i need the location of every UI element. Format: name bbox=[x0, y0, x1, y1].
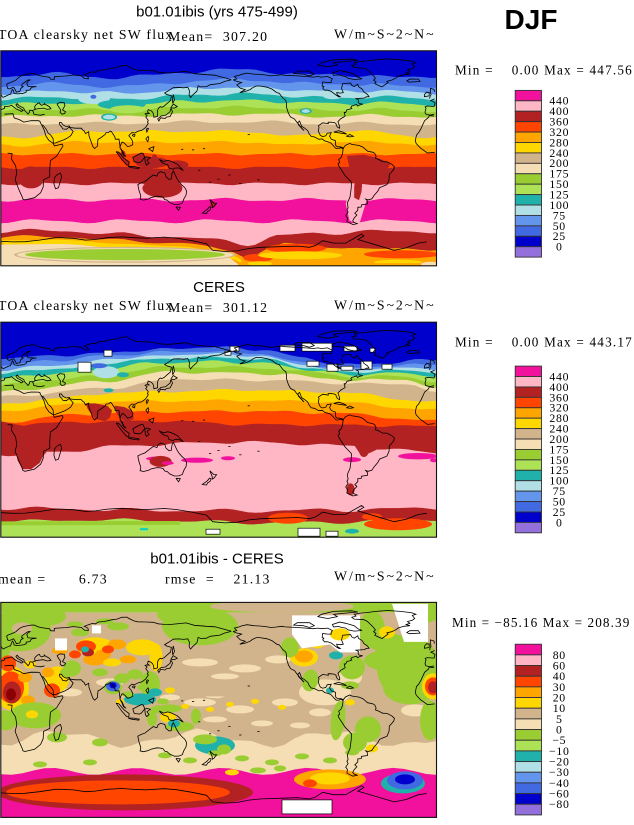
svg-text:400: 400 bbox=[549, 380, 569, 394]
svg-text:125: 125 bbox=[549, 463, 569, 477]
svg-text:b01.01ibis - CERES: b01.01ibis - CERES bbox=[150, 551, 283, 568]
svg-text:b01.01ibis (yrs 475-499): b01.01ibis (yrs 475-499) bbox=[136, 4, 298, 21]
svg-text:10: 10 bbox=[553, 701, 566, 715]
svg-text:0: 0 bbox=[556, 240, 563, 254]
svg-text:150: 150 bbox=[549, 177, 569, 191]
svg-text:50: 50 bbox=[553, 219, 566, 233]
svg-text:0: 0 bbox=[556, 515, 563, 529]
svg-text:−60: −60 bbox=[549, 787, 570, 801]
svg-text:150: 150 bbox=[549, 453, 569, 467]
svg-text:−40: −40 bbox=[549, 776, 570, 790]
svg-text:320: 320 bbox=[549, 125, 569, 139]
svg-text:W/m~S~2~N~: W/m~S~2~N~ bbox=[334, 569, 435, 584]
svg-text:360: 360 bbox=[549, 115, 569, 129]
svg-text:240: 240 bbox=[549, 146, 569, 160]
svg-text:CERES: CERES bbox=[193, 279, 245, 296]
svg-text:25: 25 bbox=[553, 505, 566, 519]
svg-text:W/m~S~2~N~: W/m~S~2~N~ bbox=[334, 298, 435, 313]
svg-text:−30: −30 bbox=[549, 765, 570, 779]
svg-text:Min = −85.16 Max = 208.39: Min = −85.16 Max = 208.39 bbox=[452, 615, 630, 630]
svg-text:200: 200 bbox=[549, 156, 569, 170]
svg-text:100: 100 bbox=[549, 474, 569, 488]
svg-text:−10: −10 bbox=[549, 744, 570, 758]
svg-text:20: 20 bbox=[553, 691, 566, 705]
svg-text:TOA clearsky net SW flux: TOA clearsky net SW flux bbox=[0, 298, 173, 313]
svg-text:280: 280 bbox=[549, 135, 569, 149]
svg-text:60: 60 bbox=[553, 658, 566, 672]
svg-text:DJF: DJF bbox=[505, 4, 558, 35]
svg-text:75: 75 bbox=[553, 208, 566, 222]
svg-text:80: 80 bbox=[553, 648, 566, 662]
svg-text:0: 0 bbox=[556, 723, 563, 737]
svg-text:W/m~S~2~N~: W/m~S~2~N~ bbox=[334, 27, 435, 42]
svg-text:Mean= 301.12: Mean= 301.12 bbox=[168, 300, 268, 315]
svg-text:100: 100 bbox=[549, 198, 569, 212]
svg-text:125: 125 bbox=[549, 188, 569, 202]
svg-text:175: 175 bbox=[549, 442, 569, 456]
svg-text:360: 360 bbox=[549, 390, 569, 404]
svg-text:5: 5 bbox=[556, 712, 563, 726]
svg-text:−80: −80 bbox=[549, 797, 570, 811]
svg-text:Min = 0.00 Max = 447.56: Min = 0.00 Max = 447.56 bbox=[455, 63, 633, 78]
svg-text:40: 40 bbox=[553, 669, 566, 683]
svg-text:TOA clearsky net SW flux: TOA clearsky net SW flux bbox=[0, 27, 173, 42]
svg-text:25: 25 bbox=[553, 229, 566, 243]
svg-text:Mean= 307.20: Mean= 307.20 bbox=[168, 29, 268, 44]
svg-text:mean = 6.73: mean = 6.73 bbox=[0, 572, 108, 587]
svg-text:−5: −5 bbox=[552, 733, 566, 747]
svg-text:rmse = 21.13: rmse = 21.13 bbox=[165, 572, 271, 587]
svg-text:Min = 0.00 Max = 443.17: Min = 0.00 Max = 443.17 bbox=[455, 335, 633, 350]
svg-text:280: 280 bbox=[549, 411, 569, 425]
svg-text:75: 75 bbox=[553, 484, 566, 498]
svg-text:30: 30 bbox=[553, 680, 566, 694]
svg-text:320: 320 bbox=[549, 401, 569, 415]
svg-text:50: 50 bbox=[553, 495, 566, 509]
svg-text:200: 200 bbox=[549, 432, 569, 446]
svg-text:240: 240 bbox=[549, 422, 569, 436]
svg-text:−20: −20 bbox=[549, 755, 570, 769]
svg-text:175: 175 bbox=[549, 167, 569, 181]
svg-text:440: 440 bbox=[549, 94, 569, 108]
svg-text:440: 440 bbox=[549, 369, 569, 383]
svg-text:400: 400 bbox=[549, 104, 569, 118]
